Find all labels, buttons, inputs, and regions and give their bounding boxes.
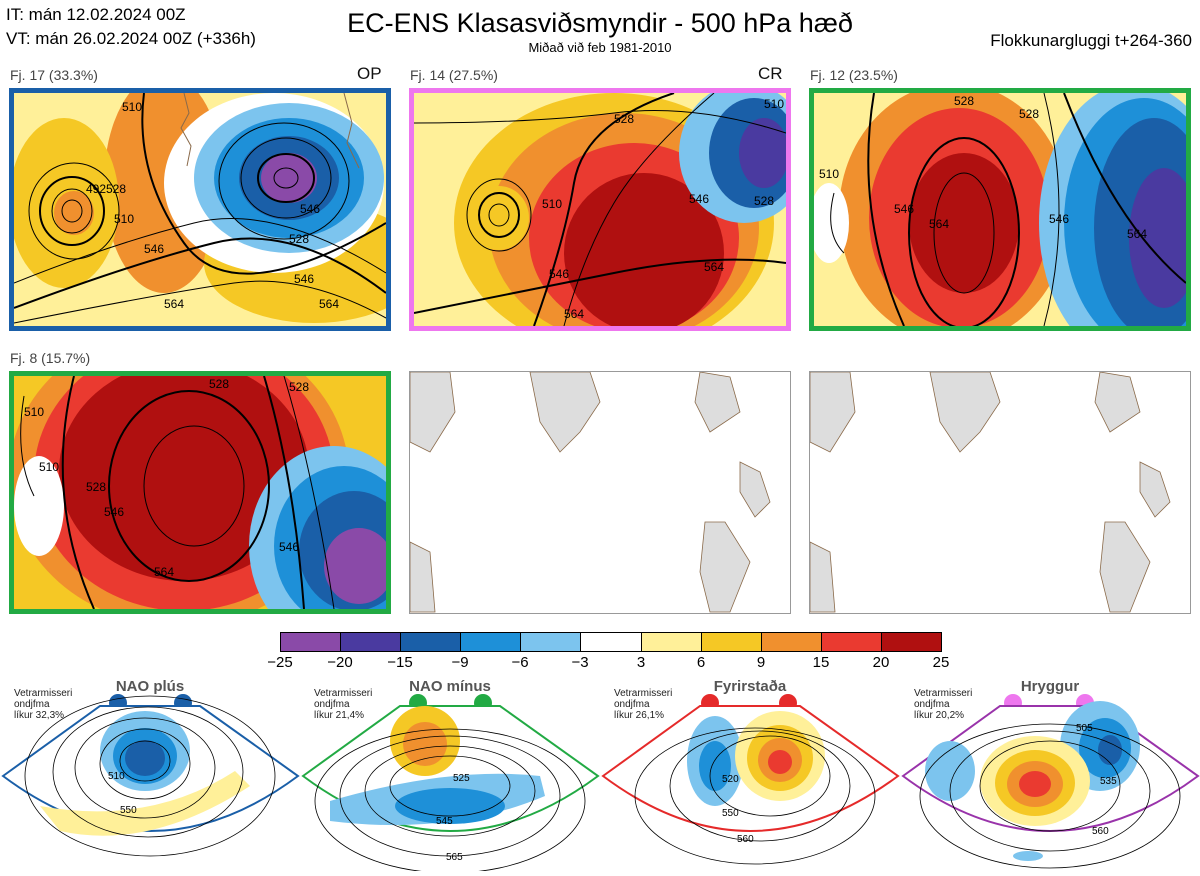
contour-label: 528 — [209, 377, 229, 391]
contour-label: 510 — [764, 97, 784, 111]
colorbar-tick: −9 — [451, 654, 469, 671]
colorbar-ticks: −25 −20 −15 −9 −6 −3 3 6 9 15 20 25 — [0, 654, 1200, 674]
contour-label: 510 — [114, 212, 134, 226]
regime-contour-label: 550 — [120, 805, 137, 816]
colorbar-tick: −3 — [571, 654, 589, 671]
contour-label: 564 — [164, 297, 184, 311]
initial-time: IT: mán 12.02.2024 00Z — [6, 5, 186, 24]
colorbar-tick: 3 — [636, 654, 646, 671]
regime-contour-label: 525 — [453, 773, 470, 784]
colorbar-swatch — [641, 633, 702, 651]
colorbar-swatch — [701, 633, 762, 651]
regime-name: NAO plús — [115, 678, 185, 695]
contour-label: 510 — [122, 100, 142, 114]
regime-contour-label: 560 — [737, 834, 754, 845]
colorbar-swatch — [521, 633, 582, 651]
regime-contour-label: 560 — [1092, 826, 1109, 837]
contour-label: 546 — [104, 505, 124, 519]
window-label: Flokkunargluggi t+264-360 — [990, 31, 1192, 50]
contour-label: 546 — [300, 202, 320, 216]
cluster-3-label: Fj. 12 (23.5%) — [810, 67, 898, 83]
contour-label: 528 — [954, 94, 974, 108]
contour-label: 492 — [86, 182, 106, 196]
contour-label: 528 — [614, 112, 634, 126]
contour-label: 564 — [1127, 227, 1147, 241]
contour-label: 546 — [549, 267, 569, 281]
cluster-panel-1[interactable]: 510 528 546 564 492 510 528 546 564 546 — [9, 88, 391, 331]
contour-label: 510 — [542, 197, 562, 211]
contour-label: 564 — [704, 260, 724, 274]
colorbar-tick: −25 — [267, 654, 293, 671]
colorbar-tick: −6 — [511, 654, 529, 671]
contour-label: 528 — [1019, 107, 1039, 121]
contour-label: 546 — [894, 202, 914, 216]
regime-note: Vetrarmisseri ondjfma líkur 32,3% — [14, 688, 73, 721]
cluster-1-tag: OP — [357, 64, 382, 83]
empty-map-panel — [809, 371, 1191, 614]
page-title: EC-ENS Klasasviðsmyndir - 500 hPa hæð — [347, 8, 853, 38]
colorbar-tick: −20 — [327, 654, 353, 671]
contour-label: 528 — [106, 182, 126, 196]
contour-label: 564 — [319, 297, 339, 311]
colorbar-tick: 15 — [812, 654, 830, 671]
contour-label: 510 — [24, 405, 44, 419]
contour-label: 564 — [154, 565, 174, 579]
colorbar-tick: 20 — [872, 654, 890, 671]
contour-label: 546 — [294, 272, 314, 286]
regime-contour-label: 520 — [722, 774, 739, 785]
regime-nao-minus[interactable]: NAO mínus Vetrarmisseri ondjfma líkur 21,4… — [300, 676, 600, 874]
colorbar-tick: −15 — [387, 654, 413, 671]
contour-label: 546 — [689, 192, 709, 206]
regime-contour-label: 505 — [1076, 723, 1093, 734]
contour-label: 564 — [564, 307, 584, 321]
contour-label: 528 — [289, 380, 309, 394]
cluster-2-tag: CR — [758, 64, 783, 83]
contour-label: 510 — [819, 167, 839, 181]
regime-note: Vetrarmisseri ondjfma líkur 20,2% — [914, 688, 973, 721]
contour-label: 564 — [929, 217, 949, 231]
contour-label: 528 — [86, 480, 106, 494]
cluster-2-label: Fj. 14 (27.5%) — [410, 67, 498, 83]
regime-contour-label: 550 — [722, 808, 739, 819]
contour-label: 546 — [279, 540, 299, 554]
colorbar-swatch — [461, 633, 522, 651]
colorbar-tick: 25 — [932, 654, 950, 671]
colorbar-swatch — [761, 633, 822, 651]
colorbar-swatch — [881, 633, 942, 651]
colorbar-swatch — [581, 633, 642, 651]
regime-contour-label: 545 — [436, 816, 453, 827]
colorbar-swatch — [341, 633, 402, 651]
contour-label: 546 — [1049, 212, 1069, 226]
valid-time: VT: mán 26.02.2024 00Z (+336h) — [6, 29, 256, 48]
colorbar — [280, 632, 942, 652]
regime-contour-label: 535 — [1100, 776, 1117, 787]
cluster-panel-4[interactable]: 510 528 546 564 528 510 546 528 — [9, 371, 391, 614]
contour-label: 528 — [289, 232, 309, 246]
regime-name: NAO mínus — [409, 678, 491, 695]
cluster-4-label: Fj. 8 (15.7%) — [10, 350, 91, 366]
regime-note: Vetrarmisseri ondjfma líkur 26,1% — [614, 688, 673, 721]
page-subtitle: Miðað við feb 1981-2010 — [528, 40, 672, 55]
regime-contour-label: 510 — [108, 771, 125, 782]
cluster-panel-2[interactable]: 528 510 546 564 564 510 528 546 — [409, 88, 791, 331]
regime-name: Fyrirstaða — [713, 678, 787, 695]
cluster-1-label: Fj. 17 (33.3%) — [10, 67, 98, 83]
cluster-panel-3[interactable]: 528 510 546 564 528 546 564 — [809, 88, 1191, 331]
regime-hryggur[interactable]: Hryggur Vetrarmisseri ondjfma líkur 20,2% … — [900, 676, 1200, 871]
contour-label: 528 — [754, 194, 774, 208]
contour-label: 546 — [144, 242, 164, 256]
colorbar-swatch — [281, 633, 342, 651]
colorbar-tick: 9 — [756, 654, 766, 671]
regime-fyrirstada[interactable]: Fyrirstaða Vetrarmisseri ondjfma líkur 26,… — [600, 676, 900, 871]
colorbar-swatch — [821, 633, 882, 651]
colorbar-tick: 6 — [696, 654, 706, 671]
contour-label: 510 — [39, 460, 59, 474]
regime-name: Hryggur — [1020, 678, 1080, 695]
empty-map-panel — [409, 371, 791, 614]
colorbar-swatch — [401, 633, 462, 651]
regime-contour-label: 565 — [446, 852, 463, 863]
regime-nao-plus[interactable]: NAO plús Vetrarmisseri ondjfma líkur 32,3%… — [0, 676, 300, 871]
regime-note: Vetrarmisseri ondjfma líkur 21,4% — [314, 688, 373, 721]
